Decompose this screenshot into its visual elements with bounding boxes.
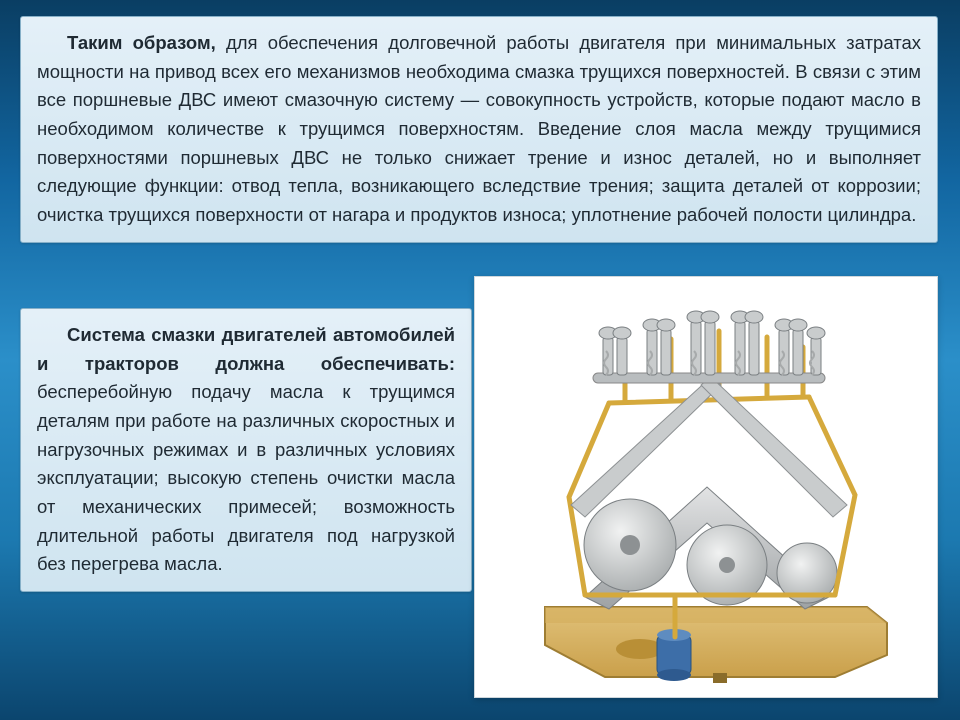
panel-bottom-lead: Система смазки двигателей автомобилей и … bbox=[37, 324, 455, 374]
drain-plug bbox=[713, 673, 727, 683]
panel-top: Таким образом, для обеспечения долговечн… bbox=[20, 16, 938, 243]
panel-bottom-body: бесперебойную подачу масла к трущимся де… bbox=[37, 381, 455, 574]
oil-pan-top bbox=[545, 607, 887, 623]
engine-block bbox=[584, 487, 837, 609]
panel-top-lead: Таким образом, bbox=[67, 32, 216, 53]
engine-illustration bbox=[474, 276, 938, 698]
panel-bottom: Система смазки двигателей автомобилей и … bbox=[20, 308, 472, 592]
panel-top-body: для обеспечения долговечной работы двига… bbox=[37, 32, 921, 225]
engine-svg bbox=[475, 277, 937, 697]
slide: Таким образом, для обеспечения долговечн… bbox=[0, 0, 960, 720]
valvetrain bbox=[593, 311, 825, 383]
